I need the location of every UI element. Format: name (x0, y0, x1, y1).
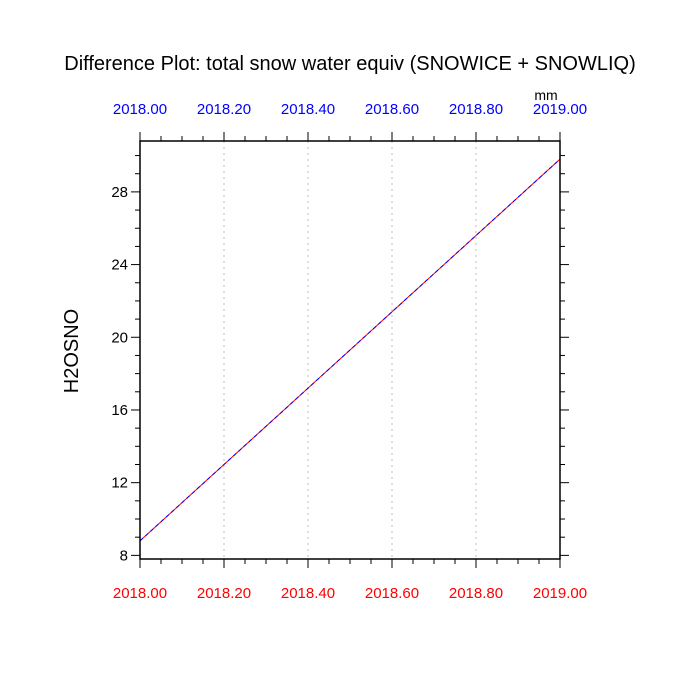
y-axis-label: H2OSNO (61, 309, 83, 393)
tick-layer (131, 132, 569, 568)
x-tick-label-top: 2018.80 (449, 101, 503, 118)
y-tick-label: 16 (111, 402, 128, 419)
grid-layer (223, 141, 477, 559)
x-tick-label-top: 2018.20 (197, 101, 251, 118)
series-layer (139, 158, 561, 542)
x-tick-label-bottom: 2019.00 (533, 585, 587, 602)
y-tick-label: 28 (111, 184, 128, 201)
x-tick-label-bottom: 2018.00 (113, 585, 167, 602)
x-tick-label-bottom: 2018.60 (365, 585, 419, 602)
x-tick-label-bottom: 2018.20 (197, 585, 251, 602)
series-line-2 (139, 158, 561, 542)
x-tick-label-bottom: 2018.80 (449, 585, 503, 602)
x-tick-label-top: 2018.00 (113, 101, 167, 118)
x-tick-label-top: 2018.60 (365, 101, 419, 118)
units-label: mm (534, 87, 557, 103)
x-tick-label-top: 2018.40 (281, 101, 335, 118)
y-tick-label: 8 (120, 547, 128, 564)
y-tick-label: 12 (111, 475, 128, 492)
x-tick-label-top: 2019.00 (533, 101, 587, 118)
chart-title: Difference Plot: total snow water equiv … (64, 53, 635, 75)
label-layer: 8 12 16 20 24 28 2018.00 2018.00 2018.20 2018.20 2… (111, 101, 587, 602)
y-tick-label: 20 (111, 329, 128, 346)
y-tick-label: 24 (111, 257, 128, 274)
x-tick-label-bottom: 2018.40 (281, 585, 335, 602)
